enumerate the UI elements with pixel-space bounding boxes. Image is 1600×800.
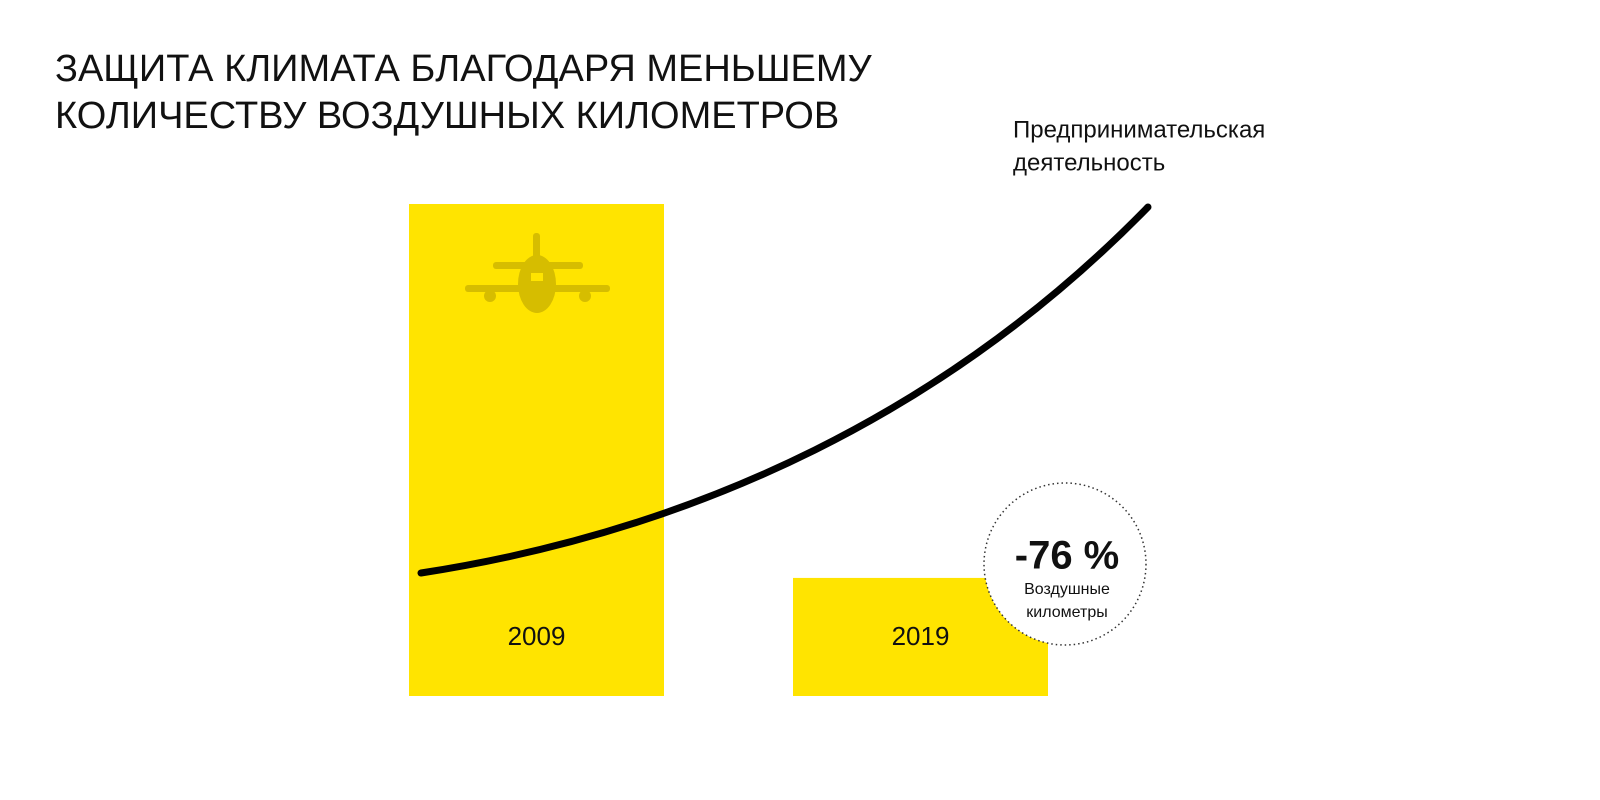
plane-icon [465, 233, 610, 313]
line-label: деятельность [1013, 149, 1165, 176]
annotation-text: Воздушные [1024, 581, 1110, 598]
x-tick-label: 2009 [508, 621, 566, 651]
chart-title: ЗАЩИТА КЛИМАТА БЛАГОДАРЯ МЕНЬШЕМУ [55, 48, 873, 90]
trend-curve [417, 203, 1152, 577]
chart-title: КОЛИЧЕСТВУ ВОЗДУШНЫХ КИЛОМЕТРОВ [55, 95, 839, 137]
line-label: Предпринимательская [1013, 116, 1265, 143]
x-tick-label: 2019 [892, 621, 950, 651]
annotation-text: километры [1026, 604, 1107, 621]
annotation-value: -76 % [1015, 534, 1120, 578]
bars [409, 204, 1048, 696]
annotation-circle [983, 482, 1147, 646]
